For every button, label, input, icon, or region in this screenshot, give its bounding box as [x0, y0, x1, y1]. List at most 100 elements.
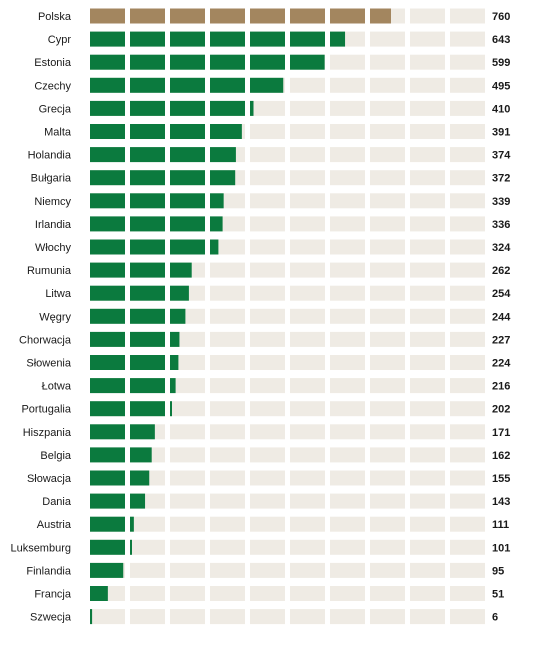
bar-row: Cypr 643 [48, 31, 510, 47]
value-label: 643 [492, 34, 510, 46]
bar-track-segment [210, 424, 245, 440]
bar-track-segment [410, 239, 445, 255]
bar-track-segment [330, 285, 365, 301]
bar-fill-segment [130, 539, 132, 555]
bar-track-segment [210, 470, 245, 486]
bar-row: Słowenia 224 [26, 355, 511, 370]
bar-track-segment [370, 170, 405, 186]
bar-track-segment [210, 401, 245, 417]
bar-track-segment [410, 539, 445, 555]
bar-track-segment [170, 562, 205, 578]
bar-track-segment [410, 170, 445, 186]
bar-track-segment [170, 378, 205, 394]
bar-track-segment [330, 470, 365, 486]
category-label: Irlandia [35, 219, 72, 231]
bar-fill-segment [130, 285, 165, 301]
bar-track-segment [370, 54, 405, 70]
bar-fill-segment [170, 331, 180, 347]
category-label: Włochy [35, 242, 72, 254]
bar-track-segment [450, 378, 485, 394]
bar-row: Rumunia 262 [27, 262, 510, 278]
bar-fill-segment [210, 147, 236, 163]
bar-track-segment [330, 147, 365, 163]
bar-track-segment [290, 424, 325, 440]
bar-track-segment [290, 100, 325, 116]
bar-track-segment [450, 539, 485, 555]
bar-fill-segment [90, 447, 125, 463]
bar-track-segment [450, 331, 485, 347]
bar-track-segment [410, 355, 445, 370]
bar-track-segment [250, 424, 285, 440]
bar-fill-segment [210, 239, 219, 255]
value-label: 599 [492, 57, 510, 69]
bar-fill-segment [90, 147, 125, 163]
bar-fill-segment [210, 100, 245, 116]
bar-track-segment [210, 493, 245, 509]
bar-track-segment [410, 124, 445, 139]
bar-row: Grecja 410 [39, 100, 510, 116]
bar-fill-segment [130, 100, 165, 116]
value-label: 224 [492, 358, 511, 370]
bar-fill-segment [290, 54, 325, 70]
bar-row: Portugalia 202 [21, 401, 510, 417]
bar-fill-segment [170, 8, 205, 24]
bar-track-segment [330, 239, 365, 255]
bar-fill-segment [90, 239, 125, 255]
bar-track-segment [450, 170, 485, 186]
bar-fill-segment [130, 493, 146, 509]
bar-track-segment [290, 124, 325, 139]
bar-row: Słowacja 155 [27, 470, 510, 486]
bar-fill-segment [130, 216, 165, 232]
value-label: 216 [492, 381, 510, 393]
bar-row: Malta 391 [44, 124, 510, 139]
bar-fill-segment [130, 124, 165, 139]
bar-track-segment [250, 331, 285, 347]
value-label: 171 [492, 427, 510, 439]
bar-track-segment [250, 147, 285, 163]
bar-track-segment [250, 355, 285, 370]
bar-track-segment [450, 609, 485, 625]
value-label: 495 [492, 80, 510, 92]
bar-track-segment [370, 355, 405, 370]
bar-track-segment [170, 586, 205, 601]
bar-track-segment [450, 401, 485, 417]
bar-track-segment [450, 239, 485, 255]
bar-row: Szwecja 6 [30, 609, 498, 625]
bar-fill-segment [130, 262, 165, 278]
bar-track-segment [130, 586, 165, 601]
bar-track-segment [410, 77, 445, 93]
value-label: 760 [492, 11, 510, 23]
bar-track-segment [410, 586, 445, 601]
bar-fill-segment [90, 216, 125, 232]
bar-fill-segment [90, 586, 108, 601]
bar-row: Belgia 162 [40, 447, 510, 463]
bar-track-segment [410, 331, 445, 347]
bar-track-segment [370, 124, 405, 139]
category-label: Holandia [28, 150, 72, 162]
bar-track-segment [170, 470, 205, 486]
bar-row: Irlandia 336 [35, 216, 510, 232]
category-label: Estonia [34, 57, 72, 69]
value-label: 162 [492, 450, 510, 462]
bar-track-segment [330, 401, 365, 417]
bar-track-segment [450, 516, 485, 532]
category-label: Dania [42, 496, 72, 508]
category-label: Słowacja [27, 473, 72, 485]
bar-row: Niemcy 339 [34, 193, 510, 209]
bar-row: Francja 51 [34, 586, 504, 601]
bar-track-segment [410, 447, 445, 463]
category-label: Hiszpania [23, 427, 72, 439]
bar-track-segment [290, 355, 325, 370]
bar-track-segment [170, 424, 205, 440]
bar-row: Czechy 495 [34, 77, 510, 93]
bar-track-segment [450, 54, 485, 70]
bar-fill-segment [90, 539, 125, 555]
bar-track-segment [370, 586, 405, 601]
bar-fill-segment [330, 8, 365, 24]
bar-track-segment [210, 447, 245, 463]
bar-track-segment [250, 193, 285, 209]
bar-track-segment [170, 516, 205, 532]
bar-fill-segment [170, 308, 186, 324]
bar-track-segment [330, 262, 365, 278]
bar-fill-segment [90, 355, 125, 370]
